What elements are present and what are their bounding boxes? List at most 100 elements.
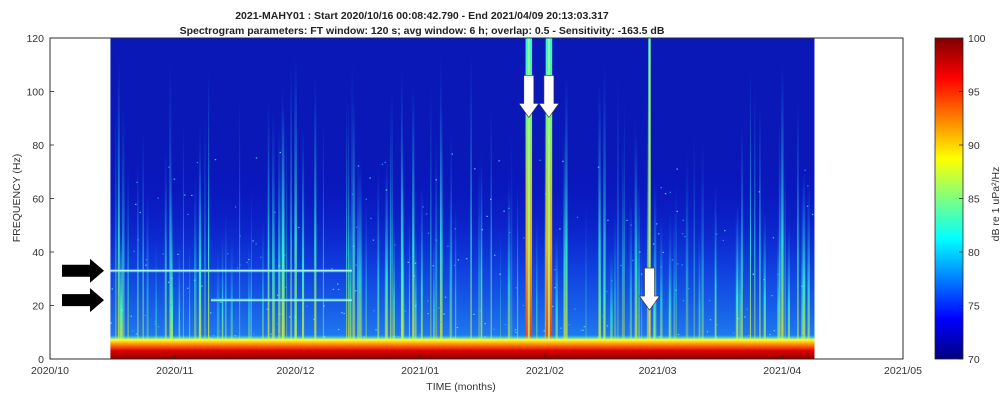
speckle [375,329,377,331]
x-axis: 2020/10 2020/11 2020/12 2021/01 2021/02 2021/… [31,355,922,377]
speckle [157,197,159,199]
speckle [435,239,438,241]
speckle [630,224,632,226]
transient-streak [754,85,756,359]
speckle [447,245,449,247]
transient-streak [763,209,766,359]
transient-streak [239,93,241,359]
transient-streak [286,118,288,359]
speckle [332,288,335,290]
speckle [493,328,495,330]
speckle [706,331,709,333]
speckle [681,233,684,235]
speckle [154,320,156,323]
transient-streak [714,182,717,359]
transient-streak [204,110,206,359]
chart-title: 2021-MAHY01 : Start 2020/10/16 00:08:42.… [235,10,609,22]
speckle [737,295,740,297]
speckle [145,264,147,266]
speckle [499,273,501,275]
speckle [670,330,672,332]
transient-streak [365,195,367,359]
transient-streak [435,133,438,359]
transient-streak [377,166,380,359]
transient-streak [164,148,167,359]
speckle [626,219,628,221]
transient-streak [294,251,297,359]
transient-streak [353,90,355,359]
speckle [171,277,173,279]
colorbar-tick-label: 95 [968,87,980,99]
transient-streak [603,201,605,359]
speckle [246,261,248,264]
speckle [201,285,203,287]
speckle [294,316,297,318]
speckle [580,329,582,331]
x-tick-label: 2020/11 [156,365,193,377]
transient-streak [391,85,393,359]
speckle [715,285,717,287]
speckle [605,291,608,293]
speckle [121,309,123,311]
broadband-event-core [527,38,530,359]
speckle [157,326,160,328]
speckle [709,319,712,321]
speckle [611,280,613,282]
transient-streak [777,226,780,359]
transient-streak [585,196,587,359]
speckle [419,334,421,336]
transient-streak [349,194,351,359]
speckle [669,191,671,193]
transient-streak [759,101,761,359]
speckle [306,305,308,307]
speckle [664,193,667,195]
speckle [248,258,250,261]
transient-streak [314,76,317,359]
speckle [456,326,459,329]
speckle [110,322,112,324]
speckle [490,198,492,200]
speckle [574,308,576,310]
transient-streak [120,236,123,359]
speckle [804,169,806,171]
speckle [763,279,765,281]
transient-streak [198,148,202,359]
transient-streak [693,131,696,359]
speckle [662,251,664,253]
transient-streak [511,129,513,359]
speckle [811,213,814,216]
colorbar-tick-label: 75 [968,301,980,313]
speckle [255,243,257,245]
speckle [270,333,272,335]
speckle [503,210,505,212]
transient-streak [797,99,799,359]
colorbar-tick-label: 100 [968,33,986,45]
transient-streak [500,225,501,359]
speckle [337,328,340,331]
speckle [444,296,447,298]
speckle [454,228,456,230]
transient-streak [142,128,144,359]
speckle [484,323,486,325]
speckle [373,310,375,312]
transient-streak [412,81,415,359]
transient-streak [478,157,480,359]
transient-streak [127,163,129,359]
speckle [365,198,367,200]
transient-streak [170,242,173,359]
speckle [677,263,679,265]
speckle [422,206,424,208]
speckle [173,178,176,180]
transient-streak [403,240,405,359]
transient-streak [283,103,285,359]
speckle [427,313,429,315]
transient-streak [420,185,423,359]
transient-streak [137,157,139,359]
speckle [285,286,287,289]
speckle [267,316,269,318]
speckle [239,264,241,266]
speckle [453,264,456,266]
transient-streak [385,157,388,359]
transient-streak [739,215,742,359]
transient-streak [430,83,432,359]
